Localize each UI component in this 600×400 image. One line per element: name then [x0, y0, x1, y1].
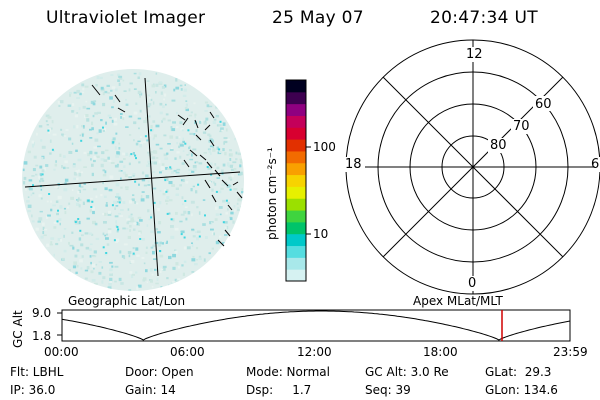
glon-value: GLon: 134.6	[485, 383, 558, 397]
seq-value: Seq: 39	[365, 383, 411, 397]
colorbar-tick-100: 100	[313, 140, 336, 154]
ip-value: IP: 36.0	[10, 383, 56, 397]
observation-time: 20:47:34 UT	[430, 8, 538, 28]
time-tick-4: 23:59	[553, 345, 588, 359]
mode-value: Mode: Normal	[246, 365, 330, 379]
colorbar-band	[286, 210, 306, 223]
colorbar-band	[286, 245, 306, 258]
time-tick-2: 12:00	[297, 345, 332, 359]
colorbar-band	[286, 115, 306, 128]
colorbar-band	[286, 174, 306, 187]
coastline-overlay	[91, 84, 243, 247]
colorbar-band	[286, 139, 306, 152]
mlt-label-12: 12	[466, 47, 483, 62]
altitude-ymax-label: 9.0	[32, 306, 52, 320]
colorbar-band	[286, 233, 306, 247]
mlt-label-6: 6	[591, 157, 600, 172]
geo-meridian-line	[144, 77, 159, 277]
time-tick-1: 06:00	[170, 345, 205, 359]
dsp-value: Dsp: 1.7	[246, 383, 312, 397]
geo-parallel-line	[24, 171, 241, 188]
filter-value: Flt: LBHL	[10, 365, 64, 379]
geographic-grid-label: Geographic Lat/Lon	[68, 294, 186, 308]
door-status: Door: Open	[125, 365, 194, 379]
colorbar-band	[286, 127, 306, 140]
observation-date: 25 May 07	[272, 8, 364, 28]
mlat-label-70: 70	[513, 119, 530, 134]
uv-image-disk	[22, 69, 244, 291]
mlat-label-80: 80	[490, 138, 507, 153]
mlat-label-60: 60	[535, 97, 552, 112]
colorbar-unit-label: photon cm⁻²s⁻¹	[265, 147, 279, 240]
gain-value: Gain: 14	[125, 383, 176, 397]
time-tick-0: 00:00	[44, 345, 79, 359]
colorbar-band	[286, 162, 306, 176]
mlt-label-0: 0	[468, 276, 477, 291]
gc-alt-value: GC Alt: 3.0 Re	[365, 365, 449, 379]
polar-grid	[345, 39, 600, 295]
glat-value: GLat: 29.3	[485, 365, 552, 379]
altitude-ymin-label: 1.8	[32, 329, 52, 343]
colorbar-band	[286, 221, 306, 235]
altitude-axis-label: GC Alt	[11, 310, 25, 348]
apex-grid-label: Apex MLat/MLT	[413, 294, 503, 308]
mlt-label-18: 18	[345, 157, 362, 172]
colorbar-band	[286, 80, 306, 93]
instrument-title: Ultraviolet Imager	[46, 8, 206, 28]
colorbar-band	[286, 103, 306, 116]
altitude-plot	[57, 309, 571, 342]
colorbar-tick-10: 10	[313, 227, 329, 241]
colorbar-band	[286, 269, 306, 282]
colorbar-band	[286, 257, 306, 270]
colorbar-band	[286, 91, 306, 105]
colorbar-band	[286, 186, 306, 199]
time-tick-3: 18:00	[423, 345, 458, 359]
colorbar-band	[286, 198, 306, 211]
colorbar-band	[286, 150, 306, 164]
colorbar	[285, 79, 311, 282]
